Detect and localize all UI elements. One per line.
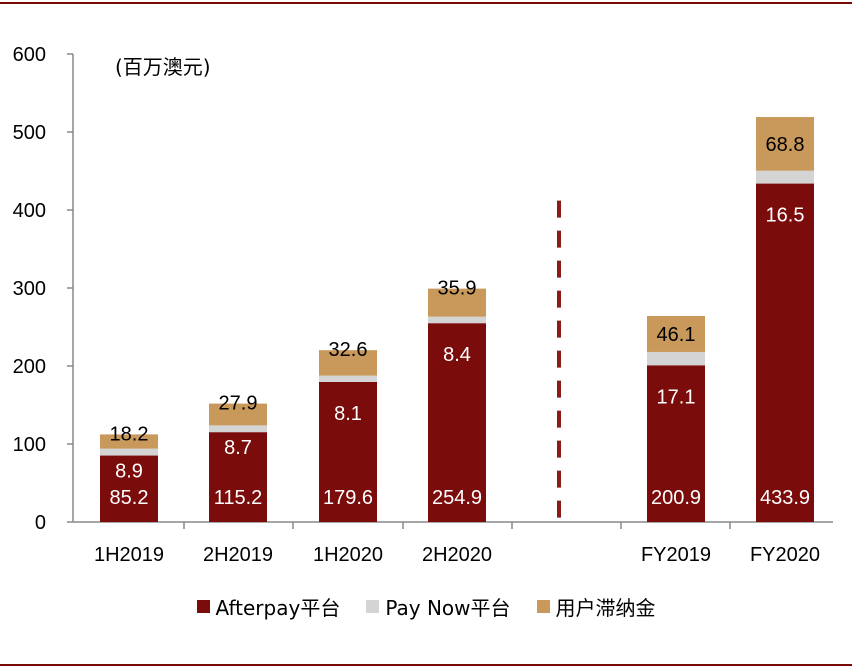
legend-swatch	[196, 600, 210, 613]
bar-segment-paynow	[319, 375, 377, 382]
bar-segment-late-fee	[209, 403, 267, 426]
data-label-paynow: 8.4	[443, 344, 471, 366]
data-label-afterpay: 179.6	[323, 487, 373, 509]
data-label-late-fee: 68.8	[766, 134, 805, 156]
bar-segment-paynow	[100, 448, 158, 456]
data-label-late-fee: 32.6	[329, 339, 368, 361]
data-label-paynow: 16.5	[766, 205, 805, 227]
bar-segment-late-fee	[100, 434, 158, 449]
bar-segment-late-fee	[428, 288, 486, 317]
bar-segment-late-fee	[647, 316, 705, 352]
bar-segment-paynow	[756, 170, 814, 184]
y-tick-label: 400	[13, 200, 46, 222]
x-category-label: 1H2019	[94, 544, 164, 566]
legend-swatch	[366, 600, 380, 613]
y-tick-label: 600	[13, 44, 46, 66]
legend-label: Pay Now平台	[385, 596, 511, 620]
stacked-bar-chart: (百万澳元) 0 100 200 300 400 500 600 85.2 8.9 18.2 1H2…	[13, 44, 833, 566]
legend-item-paynow: Pay Now平台	[366, 592, 511, 621]
bottom-rule	[0, 664, 852, 666]
bar-segment-afterpay	[319, 381, 377, 522]
legend-label: Afterpay平台	[215, 596, 341, 620]
top-rule	[0, 2, 852, 4]
x-category-label: 2H2020	[422, 544, 492, 566]
data-label-afterpay: 115.2	[214, 487, 263, 509]
legend-item-afterpay: Afterpay平台	[196, 592, 341, 621]
data-label-late-fee: 27.9	[219, 393, 258, 415]
x-category-label: FY2019	[641, 544, 711, 566]
x-category-label: FY2020	[750, 544, 820, 566]
bar-segment-late-fee	[756, 117, 814, 171]
y-tick-label: 500	[13, 122, 46, 144]
data-label-paynow: 17.1	[657, 386, 696, 408]
y-tick-label: 0	[35, 512, 46, 534]
data-label-late-fee: 46.1	[657, 324, 696, 346]
legend-label: 用户滞纳金	[555, 596, 656, 620]
unit-label: (百万澳元)	[115, 55, 211, 79]
bar-segment-paynow	[428, 316, 486, 324]
bar-segment-paynow	[209, 425, 267, 433]
data-label-afterpay: 254.9	[432, 487, 482, 509]
data-label-late-fee: 35.9	[438, 278, 477, 300]
data-label-afterpay: 433.9	[760, 487, 810, 509]
x-category-label: 2H2019	[203, 544, 273, 566]
bar-segment-paynow	[647, 351, 705, 366]
data-label-paynow: 8.9	[115, 461, 143, 483]
legend-swatch	[536, 600, 550, 613]
legend-item-late-fee: 用户滞纳金	[536, 592, 656, 621]
data-label-late-fee: 18.2	[110, 423, 149, 445]
bar-segment-afterpay	[428, 323, 486, 522]
data-label-paynow: 8.1	[334, 403, 362, 425]
bar-segment-afterpay	[647, 365, 705, 522]
y-tick-label: 100	[13, 434, 46, 456]
bar-segment-afterpay	[100, 455, 158, 522]
x-category-label: 1H2020	[313, 544, 383, 566]
bar-segment-late-fee	[319, 350, 377, 376]
y-tick-label: 300	[13, 278, 46, 300]
y-tick-label: 200	[13, 356, 46, 378]
legend: Afterpay平台 Pay Now平台 用户滞纳金	[0, 592, 852, 621]
data-label-paynow: 8.7	[224, 437, 252, 459]
bar-segment-afterpay	[756, 183, 814, 523]
bar-segment-afterpay	[209, 432, 267, 522]
data-label-afterpay: 200.9	[651, 487, 701, 509]
data-label-afterpay: 85.2	[110, 487, 149, 509]
